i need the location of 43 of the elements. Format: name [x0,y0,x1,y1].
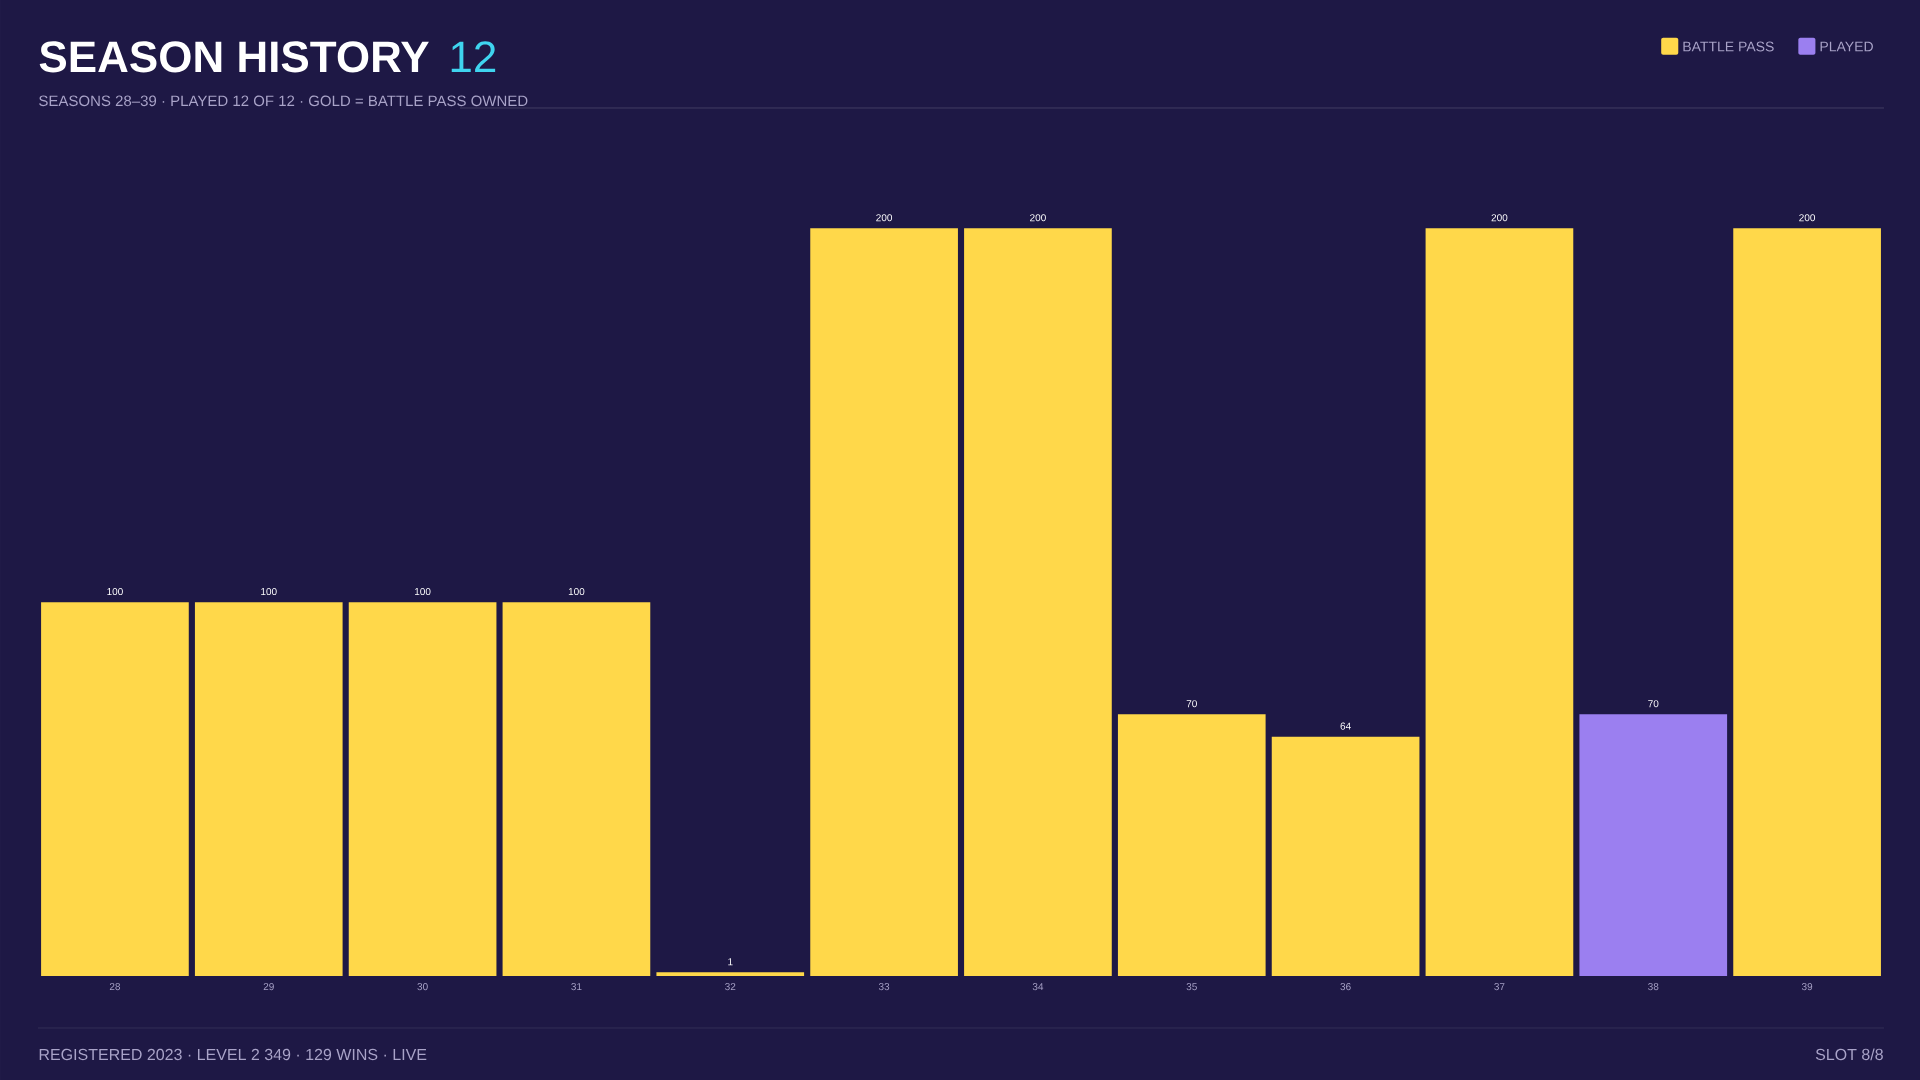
x-tick-label: 39 [1801,983,1813,991]
data-label: 1 [728,958,733,966]
data-label: 100 [107,587,123,596]
chart-title: SEASON HISTORY [39,41,429,73]
x-tick-label: 35 [1186,983,1197,991]
legend-label: PLAYED [1820,41,1873,52]
x-tick-label: 33 [878,983,890,991]
chart-subtitle: SEASONS 28–39 · PLAYED 12 OF 12 · GOLD = BATTLE PASS OWNED [39,95,528,107]
bar [810,228,958,976]
data-label: 100 [415,587,431,596]
x-tick-label: 31 [571,983,582,991]
x-tick-label: 38 [1648,983,1659,991]
data-label: 100 [568,587,585,596]
bar [1733,228,1881,976]
x-tick-label: 36 [1340,983,1351,991]
data-label: 64 [1340,722,1351,730]
bar [1117,714,1266,976]
bar [964,228,1112,976]
data-label: 200 [876,214,893,222]
x-tick-label: 32 [725,983,736,991]
bar [502,602,651,976]
bar [41,602,189,976]
text: SLOT 8/8 [1815,1048,1883,1061]
bar [656,972,805,976]
x-tick-label: 34 [1032,983,1044,991]
x-tick-label: 37 [1494,983,1505,991]
bar [194,602,343,976]
data-label: 70 [1648,700,1659,708]
x-tick-label: 28 [109,983,121,991]
x-tick-label: 30 [417,983,428,991]
data-label: 100 [261,587,277,596]
text: 12 [451,41,496,72]
data-label: 200 [1799,214,1816,222]
bar [1271,736,1420,976]
data-label: 70 [1186,700,1197,708]
bar [1579,714,1728,976]
bar [1425,228,1574,976]
data-label: 200 [1030,214,1046,222]
bar [348,602,497,976]
text: REGISTERED 2023 · LEVEL 2 349 · 129 WINS · LIVE [39,1048,427,1061]
data-label: 200 [1491,214,1508,222]
legend-label: BATTLE PASS [1683,41,1774,52]
x-tick-label: 29 [263,983,274,991]
